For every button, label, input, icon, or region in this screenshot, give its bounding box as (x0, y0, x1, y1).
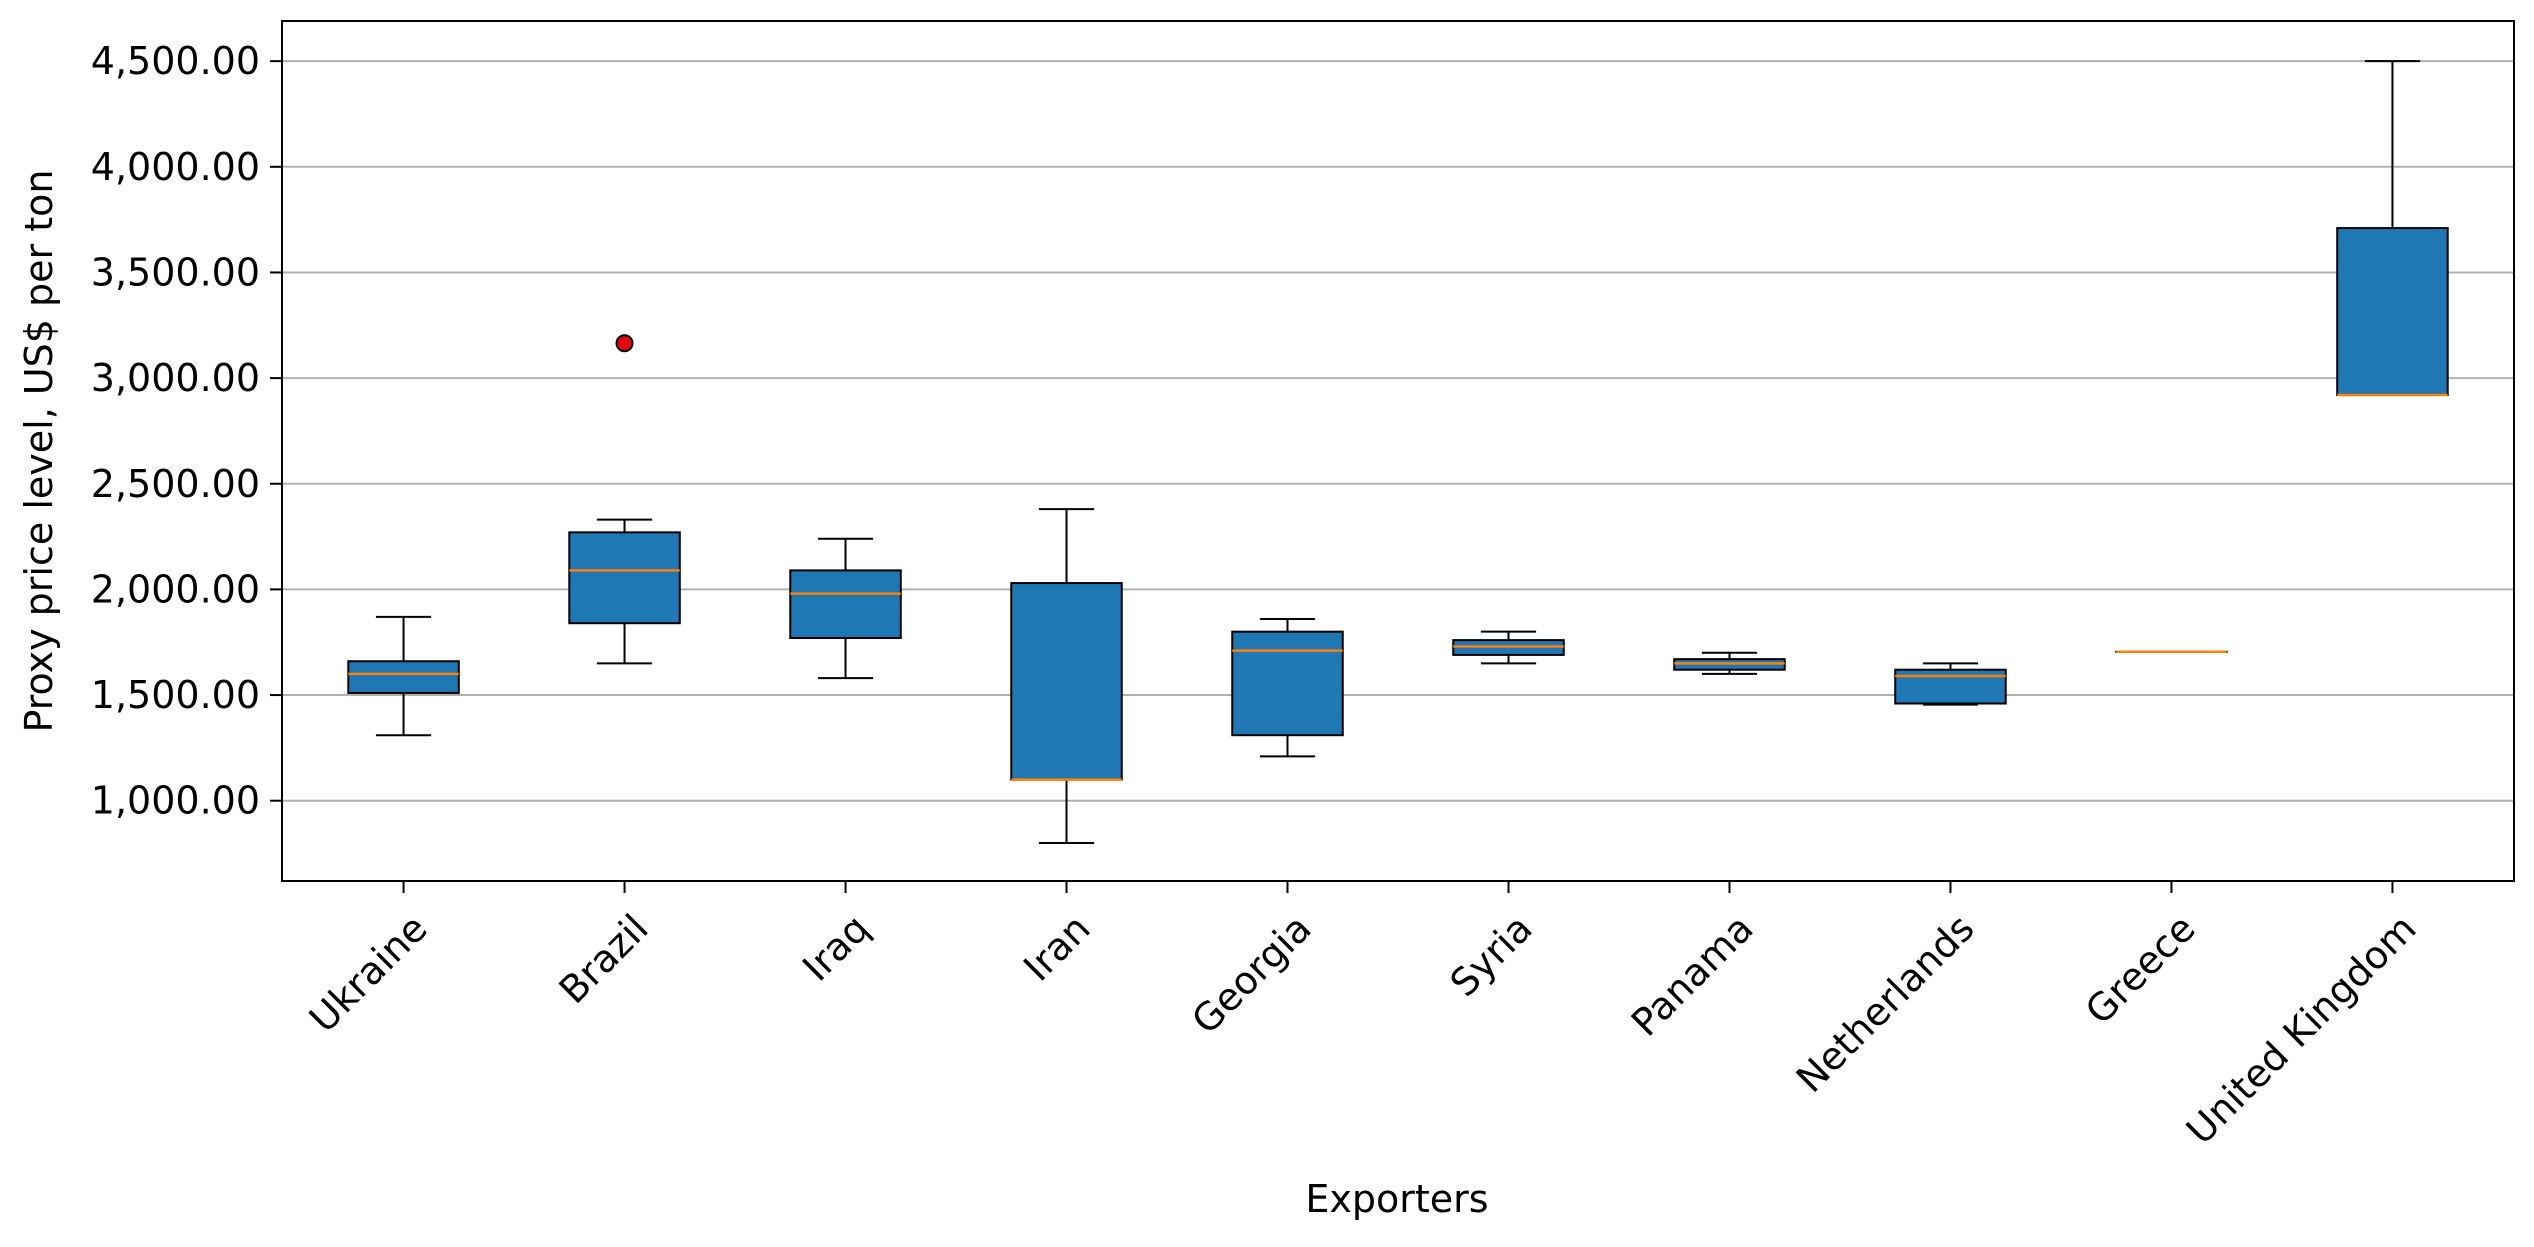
axes: 1,000.00 1,500.00 2,000.00 2,500.00 3,000.00… (91, 39, 2425, 1153)
box-ukraine (348, 617, 458, 735)
y-tick-label: 4,500.00 (91, 39, 260, 83)
y-tick-label: 1,000.00 (91, 779, 260, 823)
box-brazil (569, 335, 679, 663)
x-tick-label: Iraq (794, 906, 878, 990)
box-iraq (790, 539, 900, 678)
x-axis-label: Exporters (1305, 1177, 1488, 1221)
y-tick-label: 3,500.00 (91, 250, 260, 294)
iqr-box (1895, 670, 2005, 704)
iqr-box (790, 570, 900, 638)
y-axis-label: Proxy price level, US$ per ton (17, 170, 61, 733)
iqr-box (1011, 583, 1121, 780)
y-tick-label: 2,000.00 (91, 567, 260, 611)
y-tick-label: 1,500.00 (91, 673, 260, 717)
x-tick-label: Syria (1442, 906, 1541, 1005)
box-iran (1011, 509, 1121, 843)
box-panama (1674, 653, 1784, 674)
box-netherlands (1895, 663, 2005, 704)
y-tick-label: 4,000.00 (91, 145, 260, 189)
outlier-point (617, 335, 633, 351)
x-tick-label: Greece (2077, 906, 2204, 1033)
x-tick-label: Brazil (551, 906, 657, 1012)
x-tick-label: Netherlands (1788, 906, 1983, 1101)
plot-area-frame (282, 21, 2514, 881)
iqr-box (2337, 228, 2447, 395)
box-syria (1453, 632, 1563, 664)
iqr-box (348, 661, 458, 693)
x-tick-label: United Kingdom (2178, 906, 2425, 1153)
y-tick-label: 2,500.00 (91, 462, 260, 506)
box-georgia (1232, 619, 1342, 756)
grid-lines (282, 61, 2514, 801)
x-tick-label: Ukraine (301, 906, 436, 1041)
boxes (348, 61, 2447, 843)
x-tick-label: Georgia (1183, 906, 1319, 1042)
y-tick-label: 3,000.00 (91, 356, 260, 400)
x-tick-label: Panama (1623, 906, 1762, 1045)
iqr-box (569, 532, 679, 623)
iqr-box (1232, 632, 1342, 736)
box-united-kingdom (2337, 61, 2447, 395)
x-tick-label: Iran (1015, 906, 1099, 990)
